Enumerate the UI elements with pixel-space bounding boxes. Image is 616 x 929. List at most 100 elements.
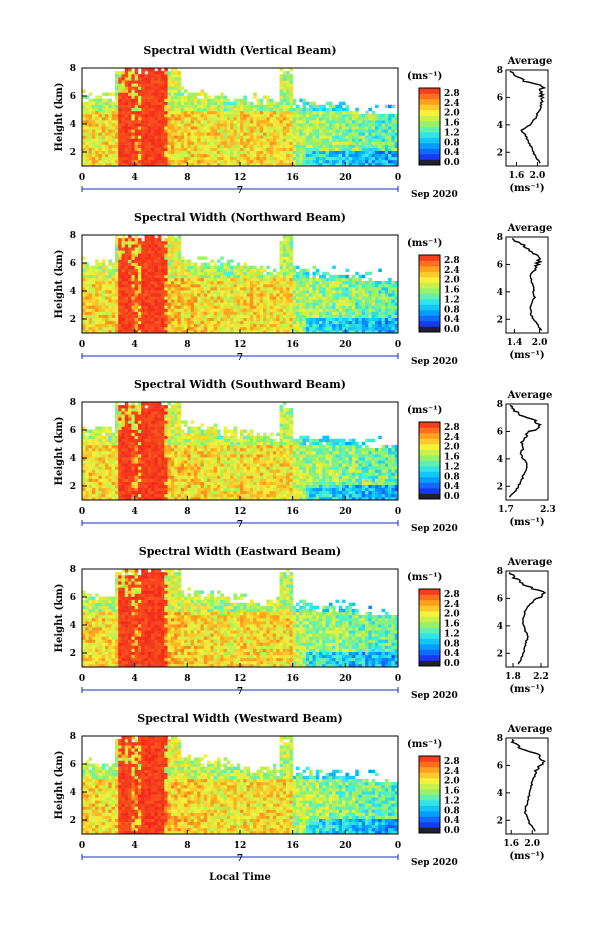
heatmap-cell [95,153,99,158]
heatmap-cell [279,153,284,158]
heatmap-cell [325,138,330,142]
heatmap-cell [253,293,257,297]
heatmap-cell [184,123,188,127]
heatmap-cell [289,256,293,260]
heatmap-cell [190,274,195,279]
heatmap-cell [236,147,241,151]
heatmap-cell [134,302,139,306]
heatmap-cell [137,271,142,276]
heatmap-cell [154,159,159,164]
heatmap-cell [289,241,293,245]
heatmap-cell [151,147,155,151]
heatmap-cell [207,323,211,328]
heatmap-cell [328,308,333,312]
heatmap-cell [286,107,290,112]
heatmap-cell [174,153,178,158]
heatmap-cell [388,117,392,121]
heatmap-cell [164,299,168,303]
heatmap-cell [203,107,208,112]
heatmap-cell [167,74,172,78]
heatmap-cell [167,308,172,312]
heatmap-cell [193,265,198,269]
heatmap-cell [154,107,159,112]
heatmap-cell [105,429,109,433]
heatmap-cell [338,153,343,158]
heatmap-cell [118,311,122,315]
heatmap-cell [256,113,261,118]
heatmap-cell [207,104,211,109]
heatmap-cell [246,326,251,331]
heatmap-cell [167,290,172,294]
heatmap-cell [154,71,159,75]
heatmap-cell [118,241,122,245]
heatmap-cell [292,302,297,306]
heatmap-cell [193,104,198,109]
heatmap-cell [95,441,99,446]
colorbar-band [419,271,440,278]
heatmap-cell [174,159,178,164]
heatmap-cell [259,98,264,102]
heatmap-cell [388,144,392,148]
heatmap-cell [170,77,175,81]
heatmap-cell [295,299,300,303]
heatmap-cell [312,299,317,303]
heatmap-cell [193,329,198,334]
heatmap-cell [236,159,241,164]
heatmap-cell [184,153,188,158]
heatmap-cell [233,120,238,124]
heatmap-cell [381,153,386,158]
heatmap-cell [371,323,376,328]
heatmap-cell [266,123,270,127]
heatmap-cell [246,153,251,158]
heatmap-cell [85,463,89,467]
heatmap-cell [328,150,333,155]
heatmap-cell [384,280,389,285]
heatmap-cell [144,83,149,87]
heatmap-cell [299,308,303,312]
heatmap-cell [200,323,205,328]
heatmap-cell [88,308,93,312]
heatmap-cell [180,101,185,106]
heatmap-cell [134,287,139,291]
heatmap-cell [391,138,396,142]
heatmap-cell [111,311,116,315]
heatmap-cell [286,244,290,248]
heatmap-cell [295,126,300,130]
heatmap-cell [167,305,172,309]
heatmap-cell [147,293,152,297]
heatmap-cell [286,71,290,75]
heatmap-cell [243,156,247,161]
heatmap-cell [381,159,386,164]
heatmap-cell [161,101,165,106]
heatmap-cell [249,302,254,306]
heatmap-cell [365,299,369,303]
heatmap-cell [332,280,336,285]
heatmap-cell [105,117,109,121]
heatmap-cell [374,323,379,328]
heatmap-cell [243,305,247,309]
heatmap-cell [391,135,396,139]
heatmap-cell [236,287,241,291]
heatmap-cell [295,141,300,145]
heatmap-cell [266,271,270,276]
heatmap-cell [279,305,284,309]
heatmap-cell [355,110,359,115]
heatmap-cell [118,244,122,248]
heatmap-cell [124,262,129,266]
heatmap-cell [233,135,238,139]
heatmap-cell [157,299,162,303]
heatmap-cell [203,113,208,118]
heatmap-cell [391,147,396,151]
heatmap-cell [256,98,261,102]
heatmap-cell [276,101,280,106]
heatmap-cell [332,296,336,300]
heatmap-cell [243,323,247,328]
heatmap-cell [210,323,214,328]
heatmap-cell [335,126,340,130]
heatmap-cell [121,162,126,167]
heatmap-cell [312,274,317,279]
colorbar-tick-label: 2.0 [444,109,460,119]
heatmap-cell [121,329,126,334]
heatmap-cell [240,101,244,106]
